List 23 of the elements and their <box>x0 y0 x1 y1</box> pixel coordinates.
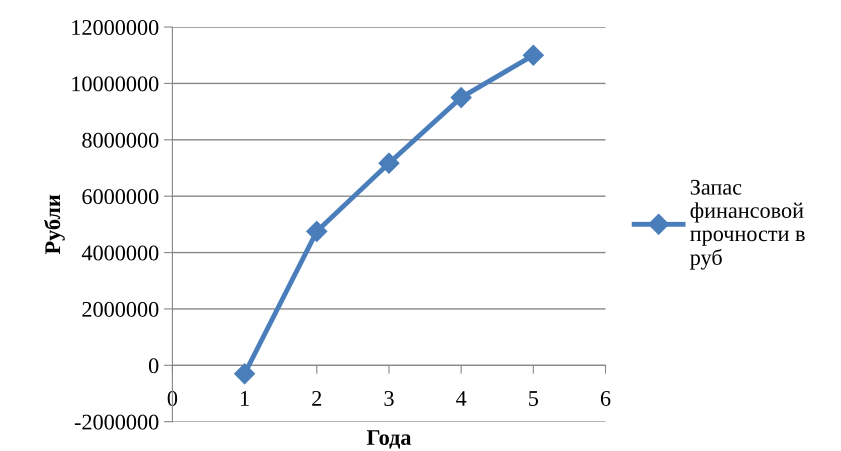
point <box>378 152 400 174</box>
x-tick-label: 2 <box>312 391 322 406</box>
x-tick-label: 4 <box>456 391 466 406</box>
y-tick-label: 2000000 <box>82 302 158 317</box>
legend-label: Запас финансовой прочности в руб <box>690 180 805 270</box>
x-tick-label: 1 <box>240 391 249 406</box>
y-tick-label: 8000000 <box>82 132 158 148</box>
y-axis-title: Рубли <box>44 194 65 254</box>
y-tick-label: 0 <box>148 358 158 374</box>
point <box>306 220 328 242</box>
point <box>234 363 256 384</box>
point <box>450 87 472 108</box>
x-tick-label: 5 <box>529 391 538 406</box>
y-tick-label: 6000000 <box>82 189 158 204</box>
x-axis-title: Года <box>366 430 412 449</box>
x-tick-label: 6 <box>600 391 610 406</box>
y-tick-label: 12000000 <box>72 20 158 35</box>
x-tick-label: 0 <box>168 390 178 406</box>
x-tick-label: 3 <box>384 391 394 406</box>
y-tick-label: 10000000 <box>72 76 158 92</box>
point <box>522 44 544 66</box>
y-tick-label: -2000000 <box>74 414 158 430</box>
y-tick-label: 4000000 <box>82 245 158 260</box>
